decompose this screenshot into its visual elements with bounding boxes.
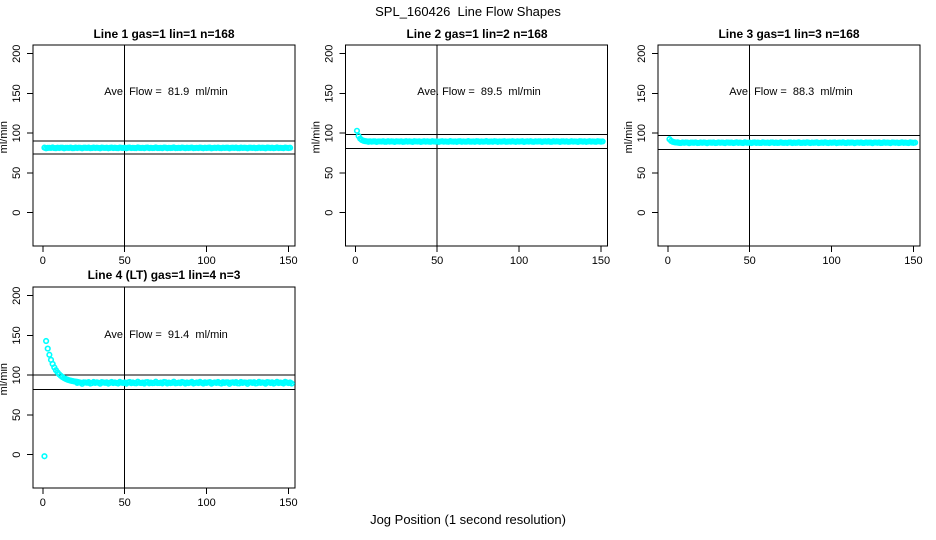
data-point	[286, 144, 294, 151]
y-tick-label: 0	[11, 210, 23, 216]
y-tick-label: 100	[11, 366, 23, 384]
data-point	[353, 127, 361, 134]
data-point	[44, 345, 51, 352]
ave-flow-annotation-line3: Ave. Flow = 88.3 ml/min	[729, 86, 853, 98]
ave-flow-annotation-line1: Ave. Flow = 81.9 ml/min	[104, 86, 228, 98]
y-tick-label: 100	[636, 124, 648, 142]
y-tick-label: 50	[11, 409, 23, 421]
plot-box	[32, 44, 296, 247]
x-tick-label: 100	[197, 497, 215, 509]
x-tick-label: 0	[352, 255, 358, 267]
y-tick-label: 150	[324, 84, 336, 102]
data-point	[288, 380, 295, 387]
y-tick-label: 0	[636, 210, 648, 216]
x-tick-label: 150	[279, 497, 297, 509]
data-point	[599, 138, 606, 145]
panel-title-line3: Line 3 gas=1 lin=3 n=168	[718, 27, 860, 41]
x-tick-label: 100	[197, 255, 215, 267]
x-tick-label: 150	[904, 255, 922, 267]
x-tick-label: 150	[592, 255, 610, 267]
x-tick-label: 50	[119, 255, 131, 267]
x-tick-label: 0	[40, 497, 46, 509]
y-tick-label: 50	[324, 167, 336, 179]
y-axis-unit-label: ml/min	[311, 121, 323, 153]
x-tick-label: 0	[665, 255, 671, 267]
plot-box	[345, 44, 608, 247]
y-tick-label: 200	[324, 45, 336, 63]
x-tick-label: 50	[744, 255, 756, 267]
data-point	[41, 453, 48, 460]
x-tick-label: 100	[510, 255, 528, 267]
y-tick-label: 100	[11, 124, 23, 142]
plot-box	[657, 44, 921, 247]
y-tick-label: 0	[11, 452, 23, 458]
y-tick-label: 200	[11, 287, 23, 305]
y-tick-label: 0	[324, 210, 336, 216]
y-tick-label: 50	[11, 167, 23, 179]
x-tick-label: 0	[40, 255, 46, 267]
data-point	[911, 139, 919, 146]
data-point	[42, 337, 50, 345]
panel-title-line4: Line 4 (LT) gas=1 lin=4 n=3	[87, 268, 241, 282]
figure-title: SPL_160426 Line Flow Shapes	[375, 4, 561, 19]
x-axis-label: Jog Position (1 second resolution)	[370, 512, 566, 527]
panel-title-line1: Line 1 gas=1 lin=1 n=168	[93, 27, 235, 41]
ave-flow-annotation-line4: Ave. Flow = 91.4 ml/min	[104, 329, 228, 341]
y-tick-label: 200	[636, 45, 648, 63]
x-tick-label: 100	[822, 255, 840, 267]
y-tick-label: 150	[636, 84, 648, 102]
panel-title-line2: Line 2 gas=1 lin=2 n=168	[406, 27, 548, 41]
data-point	[46, 351, 53, 358]
y-axis-unit-label: ml/min	[0, 363, 10, 395]
y-axis-unit-label: ml/min	[0, 121, 10, 153]
ave-flow-annotation-line2: Ave. Flow = 89.5 ml/min	[417, 86, 541, 98]
plot-box	[32, 286, 296, 489]
y-tick-label: 50	[636, 167, 648, 179]
y-tick-label: 150	[11, 84, 23, 102]
x-tick-label: 50	[119, 497, 131, 509]
y-tick-label: 100	[324, 124, 336, 142]
y-tick-label: 150	[11, 326, 23, 344]
y-axis-unit-label: ml/min	[623, 121, 635, 153]
x-tick-label: 150	[279, 255, 297, 267]
x-tick-label: 50	[431, 255, 443, 267]
y-tick-label: 200	[11, 45, 23, 63]
